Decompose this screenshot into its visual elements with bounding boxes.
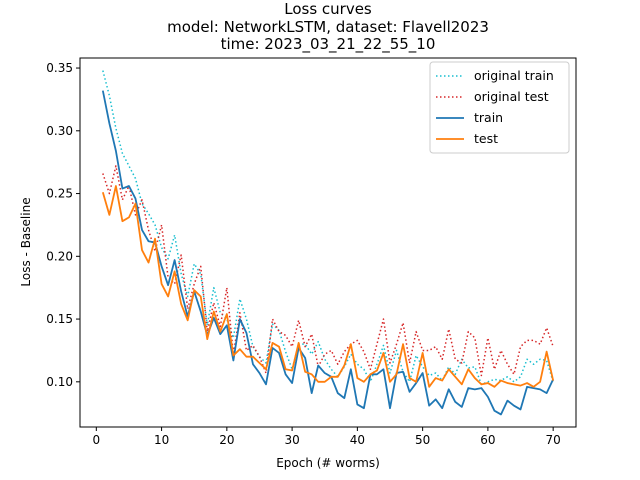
legend-label-original-train: original train — [474, 68, 554, 83]
chart-title-line-2: model: NetworkLSTM, dataset: Flavell2023 — [167, 18, 489, 36]
x-tick-label: 0 — [92, 433, 100, 447]
plot-frame — [79, 57, 577, 428]
y-tick-label: 0.15 — [46, 312, 73, 326]
x-tick-label: 50 — [415, 433, 430, 447]
legend-box — [429, 61, 570, 154]
legend-label-test: test — [474, 131, 498, 146]
chart-title-line-1: Loss curves — [284, 0, 372, 18]
series-line-test — [101, 185, 555, 388]
x-tick-label: 20 — [219, 433, 234, 447]
y-tick-label: 0.20 — [46, 249, 73, 263]
y-tick-label: 0.35 — [46, 61, 73, 75]
x-tick-label: 40 — [350, 433, 365, 447]
y-axis-ticks: 0.10 0.15 0.20 0.25 0.30 0.35 — [46, 61, 80, 389]
series-line-train — [101, 90, 554, 416]
y-tick-label: 0.25 — [46, 187, 73, 201]
series-line-original-train — [102, 70, 554, 386]
legend: original train original test train test — [429, 61, 570, 154]
y-axis-label: Loss - Baseline — [19, 197, 33, 286]
y-tick-label: 0.30 — [46, 124, 73, 138]
x-tick-label: 10 — [154, 433, 169, 447]
x-axis-label: Epoch (# worms) — [276, 456, 380, 470]
x-tick-label: 70 — [546, 433, 561, 447]
x-axis-ticks: 0 10 20 30 40 50 60 70 — [92, 427, 561, 447]
y-tick-label: 0.10 — [46, 375, 73, 389]
legend-label-original-test: original test — [474, 89, 549, 104]
chart-title-line-3: time: 2023_03_21_22_55_10 — [221, 35, 436, 54]
x-tick-label: 60 — [480, 433, 495, 447]
x-tick-label: 30 — [284, 433, 299, 447]
plot-lines — [101, 70, 555, 416]
legend-label-train: train — [474, 110, 503, 125]
